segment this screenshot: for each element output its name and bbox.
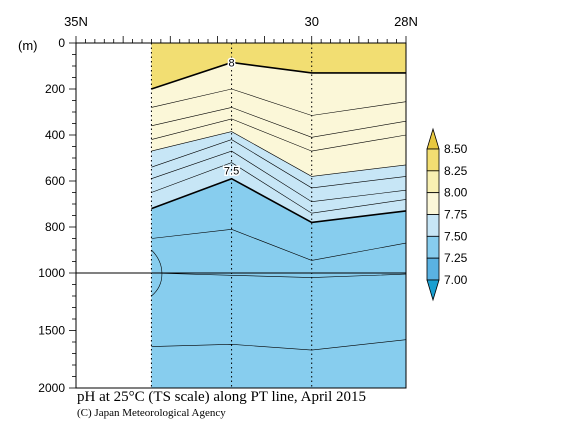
- contour-line-7-85: [151, 118, 407, 152]
- colorbar-label: 8.25: [444, 164, 468, 178]
- y-unit-label: (m): [18, 38, 38, 53]
- y-tick-label: 1000: [38, 266, 65, 280]
- y-tick-label: 400: [45, 128, 65, 142]
- credit-text: (C) Japan Meteorological Agency: [77, 407, 226, 419]
- contour-loop: [151, 249, 163, 297]
- contour-line-7-45: [151, 228, 407, 261]
- colorbar-label: 8.50: [444, 142, 468, 156]
- colorbar-arrow-bottom: [426, 279, 440, 302]
- y-tick-label: 1500: [38, 324, 65, 338]
- contour-label-7-5: 7.5: [224, 166, 239, 178]
- contour-line-7-9: [151, 107, 407, 138]
- contour-line-7-75: [151, 131, 407, 177]
- contour-line-7-7: [151, 139, 407, 189]
- colorbar-swatch: [426, 235, 440, 259]
- contour-line-7-65: [151, 150, 407, 203]
- contour-line-8: [151, 61, 406, 90]
- contour-line-7-95: [151, 88, 407, 116]
- y-tick-label: 2000: [38, 381, 65, 395]
- colorbar-label: 7.75: [444, 208, 468, 222]
- colorbar-legend: 8.50 8.25 8.00 7.75 7.50 7.25 7.00: [426, 127, 468, 302]
- contour-line-7-4: [151, 272, 407, 278]
- y-tick-label: 600: [45, 174, 65, 188]
- contour-line-7-6: [151, 162, 407, 214]
- chart-title: pH at 25°C (TS scale) along PT line, Apr…: [77, 389, 367, 405]
- contour-line-7-35: [151, 339, 407, 351]
- colorbar-label: 7.50: [444, 229, 468, 243]
- contour-lines: [151, 61, 407, 351]
- colorbar-swatch: [426, 192, 440, 215]
- fill-band-2: [151, 131, 406, 223]
- x-tick-label: 30: [304, 14, 318, 29]
- colorbar-label: 7.00: [444, 273, 468, 287]
- colorbar-swatch: [426, 170, 440, 194]
- colorbar-swatch: [426, 257, 440, 281]
- y-axis: (m) 0 200 400 600 800 1000 1500 2000: [18, 36, 76, 395]
- contour-label-8: 8: [229, 58, 235, 70]
- y-tick-label: 800: [45, 220, 65, 234]
- contour-line-7-5: [151, 177, 407, 224]
- colorbar-arrow-top: [426, 127, 440, 150]
- x-tick-label: 35N: [64, 14, 88, 29]
- fill-band-0: [151, 43, 406, 89]
- x-tick-label: 28N: [394, 14, 418, 29]
- colorbar-swatch: [426, 214, 440, 237]
- contour-labels: 87.5: [222, 56, 240, 179]
- colorbar-swatch: [426, 148, 440, 172]
- y-tick-label: 0: [58, 36, 65, 50]
- fill-band-1: [151, 62, 406, 177]
- y-tick-label: 200: [45, 82, 65, 96]
- x-axis: 35N 30 28N: [64, 14, 418, 43]
- colorbar-label: 7.25: [444, 251, 468, 265]
- colorbar-label: 8.00: [444, 186, 468, 200]
